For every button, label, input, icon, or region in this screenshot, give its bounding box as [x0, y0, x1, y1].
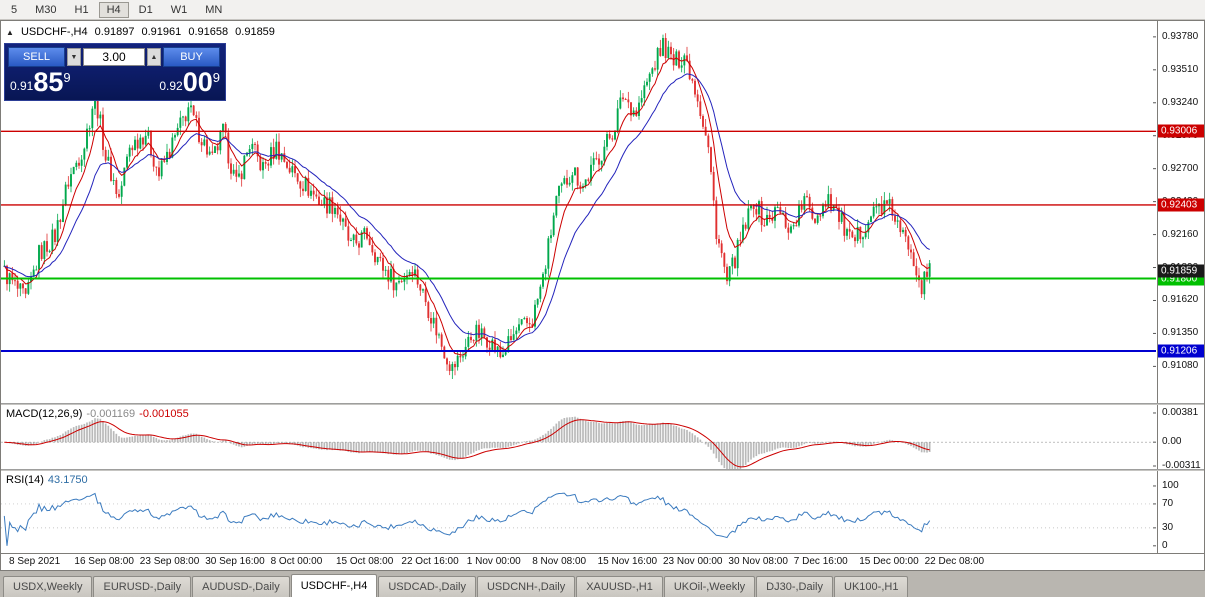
price-tick: 0.93240	[1162, 96, 1199, 108]
ohlc-low: 0.91658	[188, 26, 229, 38]
price-line-label: 0.91206	[1158, 344, 1204, 358]
bid-price[interactable]: 0.91 85 9	[10, 69, 71, 96]
price-tick: 0.93780	[1162, 30, 1199, 42]
time-axis[interactable]: 8 Sep 2021 16 Sep 08:00 23 Sep 08:00 30 Sep…	[1, 553, 1204, 570]
trade-panel-controls: SELL ▼ ▲ BUY	[5, 44, 225, 69]
price-tick: 0.92700	[1162, 162, 1199, 174]
volume-decrease-button[interactable]: ▼	[67, 48, 81, 66]
ask-pipette: 9	[212, 70, 220, 85]
time-tick: 1 Nov 00:00	[466, 556, 521, 567]
rsi-tick: 30	[1162, 521, 1174, 533]
chart-tab-audusd-daily[interactable]: AUDUSD-,Daily	[192, 576, 290, 597]
panel-divider[interactable]	[1, 403, 1204, 405]
chart-tab-ukoil-weekly[interactable]: UKOil-,Weekly	[663, 576, 756, 597]
price-tick: 0.91620	[1162, 294, 1199, 306]
rsi-tick: 100	[1162, 479, 1179, 491]
time-tick: 8 Nov 08:00	[532, 556, 587, 567]
trade-panel-prices: 0.91 85 9 0.92 00 9	[5, 69, 225, 100]
price-tick: 0.93510	[1162, 63, 1199, 75]
macd-panel[interactable]: MACD(12,26,9) -0.001169 -0.001055 0.00381 0…	[1, 405, 1204, 469]
time-tick: 30 Sep 16:00	[205, 556, 265, 567]
macd-name: MACD(12,26,9)	[6, 408, 83, 420]
price-tick: 0.92160	[1162, 228, 1199, 240]
macd-main-value: -0.001169	[86, 408, 136, 420]
macd-signal-value: -0.001055	[139, 408, 189, 420]
ohlc-open: 0.91897	[94, 26, 135, 38]
main-chart-panel[interactable]: ▲ USDCHF-,H4 0.91897 0.91961 0.91658 0.9…	[1, 21, 1204, 403]
time-tick: 16 Sep 08:00	[74, 556, 134, 567]
rsi-tick: 0	[1162, 539, 1168, 551]
price-line-label: 0.91859	[1158, 264, 1204, 278]
chart-tab-eurusd-daily[interactable]: EURUSD-,Daily	[93, 576, 192, 597]
chart-tab-bar: USDX,Weekly EURUSD-,Daily AUDUSD-,Daily USD…	[0, 571, 1205, 597]
price-tick: 0.91080	[1162, 360, 1199, 372]
time-tick: 15 Oct 08:00	[336, 556, 394, 567]
chart-tab-usdx-weekly[interactable]: USDX,Weekly	[3, 576, 93, 597]
candlestick-chart[interactable]	[1, 21, 1156, 403]
chart-tab-usdcnh-daily[interactable]: USDCNH-,Daily	[476, 576, 576, 597]
time-tick: 15 Nov 16:00	[597, 556, 658, 567]
rsi-label: RSI(14) 43.1750	[6, 474, 88, 486]
timeframe-toolbar: 5 M30 H1 H4 D1 W1 MN	[0, 0, 1205, 20]
bid-prefix: 0.91	[10, 79, 34, 93]
time-tick: 22 Oct 16:00	[401, 556, 459, 567]
timeframe-button-5[interactable]: 5	[11, 3, 18, 16]
timeframe-button-mn[interactable]: MN	[205, 3, 223, 16]
volume-increase-button[interactable]: ▲	[147, 48, 161, 66]
timeframe-button-h1[interactable]: H1	[74, 3, 89, 16]
price-line-label: 0.93006	[1158, 124, 1204, 138]
volume-input[interactable]	[83, 48, 145, 66]
collapse-trade-panel-icon[interactable]: ▲	[6, 28, 14, 37]
time-tick: 15 Dec 00:00	[859, 556, 919, 567]
macd-label: MACD(12,26,9) -0.001169 -0.001055	[6, 408, 189, 420]
time-tick: 7 Dec 16:00	[793, 556, 848, 567]
rsi-indicator-chart[interactable]	[1, 471, 1156, 553]
time-tick: 23 Sep 08:00	[139, 556, 200, 567]
time-tick: 30 Nov 08:00	[728, 556, 788, 567]
panel-divider[interactable]	[1, 469, 1204, 471]
ohlc-high: 0.91961	[141, 26, 182, 38]
symbol-label: USDCHF-,H4	[20, 26, 88, 38]
time-tick: 8 Oct 00:00	[270, 556, 323, 567]
ask-price[interactable]: 0.92 00 9	[159, 69, 220, 96]
chart-tab-dj30-daily[interactable]: DJ30-,Daily	[756, 576, 834, 597]
price-axis[interactable]: 0.937800.935100.932400.929700.927000.924…	[1157, 21, 1204, 403]
price-line-label: 0.92403	[1158, 198, 1204, 212]
timeframe-button-m30[interactable]: M30	[35, 3, 57, 16]
macd-axis[interactable]: 0.00381 0.00 -0.00311	[1157, 405, 1204, 469]
chart-window: ▲ USDCHF-,H4 0.91897 0.91961 0.91658 0.9…	[0, 20, 1205, 571]
macd-tick: 0.00381	[1162, 406, 1199, 418]
timeframe-button-h4[interactable]: H4	[98, 1, 129, 18]
rsi-tick: 70	[1162, 497, 1174, 509]
ask-prefix: 0.92	[159, 79, 183, 93]
macd-indicator-chart[interactable]	[1, 405, 1156, 469]
rsi-axis[interactable]: 100 70 30 0	[1157, 471, 1204, 553]
ask-big-digits: 00	[182, 67, 213, 97]
time-tick: 23 Nov 00:00	[663, 556, 723, 567]
time-tick: 8 Sep 2021	[9, 556, 61, 567]
chart-tab-uk100-h1[interactable]: UK100-,H1	[834, 576, 909, 597]
chart-tab-xauusd-h1[interactable]: XAUUSD-,H1	[576, 576, 663, 597]
macd-tick: -0.00311	[1162, 460, 1201, 469]
timeframe-button-d1[interactable]: D1	[138, 3, 153, 16]
ohlc-close: 0.91859	[235, 26, 275, 38]
chart-ohlc-line: ▲ USDCHF-,H4 0.91897 0.91961 0.91658 0.9…	[6, 26, 279, 38]
macd-tick: 0.00	[1162, 436, 1182, 448]
time-tick: 22 Dec 08:00	[924, 556, 985, 567]
timeframe-button-w1[interactable]: W1	[170, 3, 188, 16]
chart-tab-usdchf-h4[interactable]: USDCHF-,H4	[290, 574, 378, 597]
price-tick: 0.91350	[1162, 327, 1199, 339]
rsi-value: 43.1750	[47, 474, 88, 486]
bid-pipette: 9	[63, 70, 71, 85]
buy-button[interactable]: BUY	[163, 47, 220, 67]
rsi-panel[interactable]: RSI(14) 43.1750 100 70 30 0	[1, 471, 1204, 553]
chart-tab-usdcad-daily[interactable]: USDCAD-,Daily	[378, 576, 476, 597]
sell-button[interactable]: SELL	[8, 47, 65, 67]
rsi-name: RSI(14)	[6, 474, 44, 486]
bid-big-digits: 85	[33, 67, 64, 97]
